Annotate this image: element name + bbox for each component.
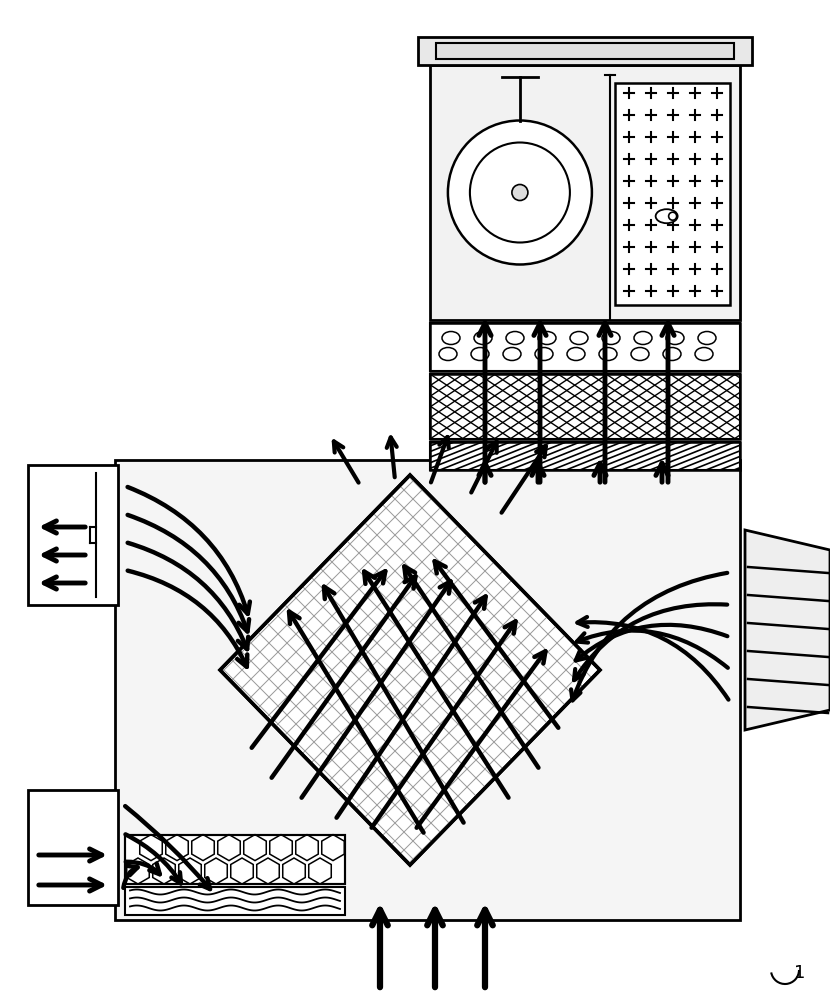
Bar (430, 65, 740, 320)
Ellipse shape (698, 332, 716, 344)
Bar (28, 790, 118, 905)
Polygon shape (127, 858, 149, 884)
Ellipse shape (535, 348, 553, 360)
Polygon shape (166, 835, 188, 861)
Polygon shape (244, 835, 266, 861)
Ellipse shape (471, 348, 489, 360)
Ellipse shape (503, 348, 521, 360)
Polygon shape (745, 530, 830, 730)
Polygon shape (309, 858, 331, 884)
Polygon shape (139, 835, 162, 861)
Bar (615, 83, 730, 305)
Ellipse shape (474, 332, 492, 344)
Text: 1: 1 (793, 964, 805, 982)
Polygon shape (283, 858, 305, 884)
Bar (125, 835, 345, 884)
Ellipse shape (439, 348, 457, 360)
Circle shape (669, 212, 676, 220)
Polygon shape (231, 858, 253, 884)
Bar (125, 835, 345, 884)
Polygon shape (178, 858, 201, 884)
Polygon shape (192, 835, 214, 861)
Ellipse shape (506, 332, 524, 344)
Bar (115, 460, 740, 920)
Bar (430, 374, 740, 439)
Bar (430, 374, 740, 439)
Ellipse shape (666, 332, 684, 344)
Ellipse shape (602, 332, 620, 344)
Ellipse shape (695, 348, 713, 360)
Polygon shape (217, 835, 240, 861)
Bar (436, 43, 734, 59)
Polygon shape (205, 858, 227, 884)
Ellipse shape (599, 348, 617, 360)
Bar (430, 323, 740, 371)
Bar (430, 442, 740, 470)
Ellipse shape (538, 332, 556, 344)
Ellipse shape (656, 209, 677, 223)
Polygon shape (256, 858, 279, 884)
Polygon shape (270, 835, 292, 861)
Bar (28, 465, 118, 605)
Bar (125, 887, 345, 915)
Ellipse shape (567, 348, 585, 360)
Polygon shape (220, 475, 600, 865)
Bar (430, 442, 740, 470)
Polygon shape (322, 835, 344, 861)
Polygon shape (295, 835, 318, 861)
Bar (418, 37, 752, 65)
Bar (430, 323, 740, 371)
Ellipse shape (634, 332, 652, 344)
Ellipse shape (631, 348, 649, 360)
Ellipse shape (663, 348, 681, 360)
Circle shape (448, 120, 592, 264)
Circle shape (512, 184, 528, 200)
Ellipse shape (570, 332, 588, 344)
Ellipse shape (442, 332, 460, 344)
Polygon shape (153, 858, 175, 884)
Circle shape (470, 142, 570, 242)
